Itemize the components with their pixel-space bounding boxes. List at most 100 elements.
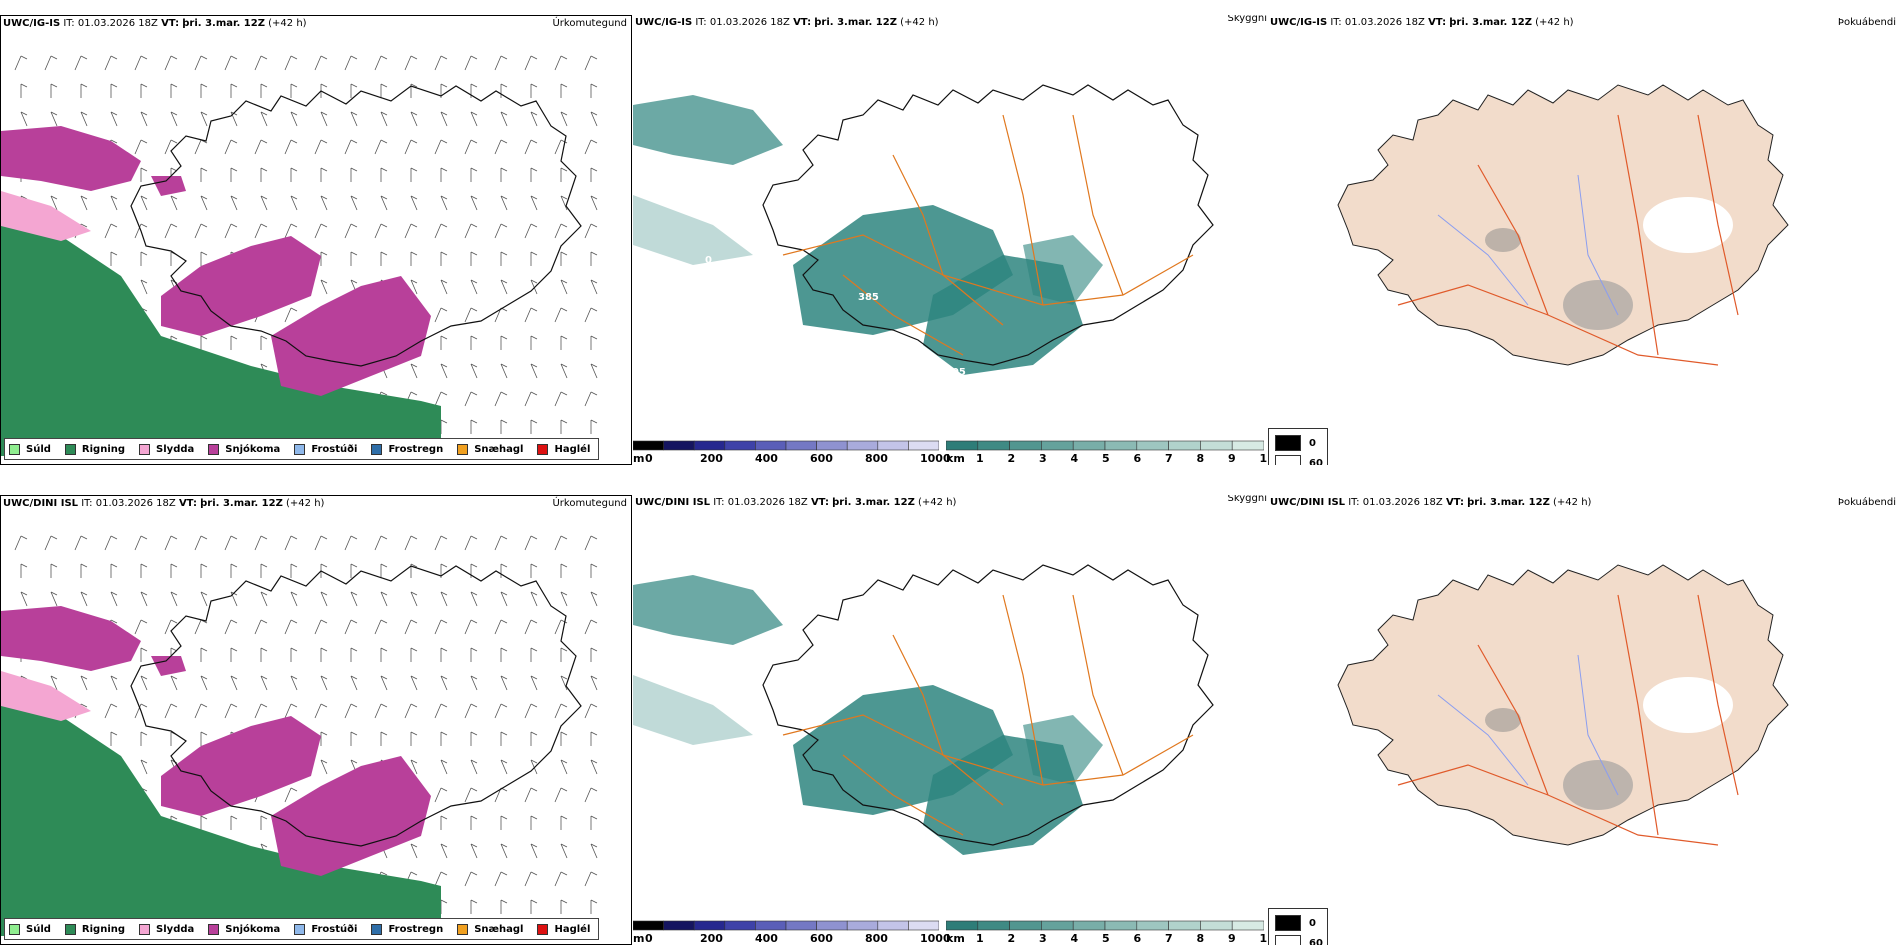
wind-barb	[560, 731, 568, 746]
wind-barb	[230, 335, 238, 350]
cloud-base-tick: 0	[645, 452, 653, 465]
wind-barb	[530, 899, 538, 914]
wind-barb	[500, 843, 508, 859]
model-name: UWC/IG-IS	[3, 18, 61, 29]
wind-barb	[530, 167, 538, 182]
low-visibility-area	[1023, 235, 1103, 305]
visibility-tick: 3	[1039, 932, 1047, 945]
legend-label: Frostúði	[311, 443, 358, 455]
wind-barb	[44, 55, 58, 71]
wind-barb	[284, 139, 298, 155]
wind-barb	[500, 563, 508, 578]
wind-barb	[44, 535, 58, 551]
legend-item: Frostregn	[371, 443, 444, 455]
fog-patch	[1563, 280, 1633, 330]
wind-barb	[290, 167, 298, 182]
road-line	[842, 754, 964, 836]
cloud-base-tick: 0	[645, 932, 653, 945]
wind-barb	[590, 419, 598, 434]
init-time-value: 01.03.2026 18Z	[77, 18, 158, 29]
road-line	[1697, 594, 1739, 796]
init-time-value: 01.03.2026 18Z	[727, 497, 808, 508]
wind-barb	[584, 139, 598, 155]
fog-key-item: 0	[1275, 915, 1316, 931]
wind-barb	[470, 899, 478, 914]
wind-barb	[320, 759, 328, 775]
cloud-base-label: 482	[1065, 347, 1086, 358]
legend-label: Súld	[26, 923, 51, 935]
cloud-base-tick: 800	[865, 452, 888, 465]
colorbar-cell	[785, 920, 817, 931]
wind-barb	[410, 591, 418, 607]
wind-barb	[470, 195, 478, 211]
wind-barb	[590, 83, 598, 98]
valid-time-value: þri. 3.mar. 12Z	[832, 497, 915, 508]
wind-barb	[134, 139, 148, 155]
wind-barb	[440, 111, 448, 127]
wind-barb	[590, 363, 598, 379]
wind-barb	[254, 619, 268, 635]
wind-barb	[494, 223, 508, 239]
wind-barb	[470, 759, 478, 775]
legend-item: Slydda	[139, 923, 194, 935]
legend-swatch	[457, 443, 469, 455]
fog-panel: UWC/DINI ISL IT: 01.03.2026 18Z VT: þri.…	[1268, 495, 1900, 945]
wind-barb	[380, 167, 388, 182]
wind-barb	[470, 419, 478, 434]
wind-barb	[350, 675, 358, 691]
wind-barb	[554, 703, 568, 719]
wind-barb	[344, 619, 358, 635]
colorbar-cell	[846, 440, 879, 451]
wind-barb	[500, 111, 508, 127]
valid-time-label: VT:	[1445, 497, 1464, 508]
snow-area	[161, 716, 321, 816]
wind-barb	[134, 703, 148, 719]
wind-barb	[494, 391, 508, 407]
wind-barb	[290, 647, 298, 662]
cloud-base-tick: 400	[755, 452, 778, 465]
wind-barb	[194, 223, 208, 239]
wind-barb	[284, 787, 298, 803]
lead-time: (+42 h)	[1553, 497, 1592, 508]
wind-barb	[230, 815, 238, 830]
wind-barb	[410, 251, 418, 266]
wind-barb	[440, 591, 448, 607]
wind-barb	[134, 223, 148, 239]
lead-time: (+42 h)	[286, 498, 325, 509]
wind-barb	[290, 591, 298, 607]
wind-barb	[560, 195, 568, 211]
wind-barb	[440, 843, 448, 859]
wind-barb	[470, 647, 478, 662]
colorbar-cell	[908, 920, 939, 931]
wind-barb	[440, 195, 448, 211]
fog-map	[1337, 564, 1789, 846]
wind-barb	[500, 335, 508, 350]
wind-barb	[380, 563, 388, 578]
wind-barb	[434, 223, 448, 239]
cloud-base-tick: 200	[700, 932, 723, 945]
wind-barb	[440, 675, 448, 691]
wind-barb	[500, 167, 508, 182]
cloud-base-colorbar	[633, 440, 939, 452]
wind-barb	[560, 899, 568, 914]
colorbar-cell	[977, 920, 1010, 931]
legend-item: Rigning	[64, 443, 125, 455]
legend-item: Frostúði	[294, 923, 357, 935]
fog-key-label: 60	[1309, 457, 1323, 466]
model-name: UWC/IG-IS	[1270, 17, 1328, 28]
wind-barb	[560, 419, 568, 434]
visibility-panel: 3457107323963 UWC/DINI ISL IT: 01.03.2026…	[633, 495, 1267, 945]
visibility-map: 385 42 505 59 59 482 0	[633, 84, 1214, 410]
legend-label: Frostregn	[388, 443, 444, 455]
fog-key-swatch	[1275, 935, 1301, 945]
wind-barb	[230, 591, 238, 607]
wind-barb	[50, 83, 58, 98]
init-time-label: IT:	[63, 18, 75, 29]
wind-barb	[374, 619, 388, 635]
colorbar-cell	[755, 440, 787, 451]
wind-barb	[380, 195, 388, 211]
wind-barb	[464, 703, 478, 719]
wind-barb	[530, 111, 538, 127]
wind-barb	[140, 591, 148, 607]
wind-barb	[350, 167, 358, 182]
